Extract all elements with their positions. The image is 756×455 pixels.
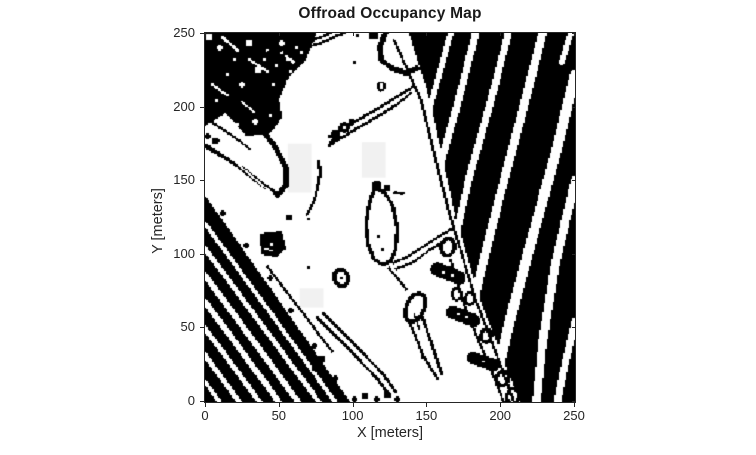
tick-mark [352,403,354,407]
tick-mark [200,180,204,182]
tick-mark [278,403,280,407]
x-tick-label: 150 [415,408,438,423]
tick-mark [278,32,280,36]
tick-mark [574,403,575,407]
x-tick-label: 200 [489,408,512,423]
x-tick-label: 0 [201,408,209,423]
tick-mark [572,401,576,402]
tick-mark [426,403,428,407]
y-axis-label: Y [meters] [150,188,166,254]
y-tick-label: 100 [173,245,195,261]
x-tick-label: 250 [563,408,585,423]
y-tick-label: 150 [173,172,195,188]
y-tick-label: 200 [173,98,195,114]
x-axis-label: X [meters] [356,425,424,441]
tick-mark [200,253,204,255]
plot-area [204,32,576,403]
occupancy-map-canvas [205,33,575,402]
tick-mark [574,32,575,36]
tick-mark [200,33,204,34]
tick-mark [572,180,576,182]
tick-mark [572,106,576,108]
tick-mark [572,253,576,255]
y-tick-label: 0 [187,393,195,408]
x-tick-label: 100 [341,408,364,423]
tick-mark [572,33,576,34]
y-tick-label: 250 [173,25,195,40]
plot-title: Offroad Occupancy Map [298,5,482,22]
tick-mark [205,403,206,407]
tick-mark [572,327,576,329]
tick-mark [500,403,502,407]
tick-mark [200,106,204,108]
y-tick-label: 50 [180,319,195,335]
tick-mark [426,32,428,36]
tick-mark [352,32,354,36]
tick-mark [200,327,204,329]
tick-mark [200,401,204,402]
x-tick-label: 50 [271,408,287,423]
tick-mark [500,32,502,36]
tick-mark [205,32,206,36]
